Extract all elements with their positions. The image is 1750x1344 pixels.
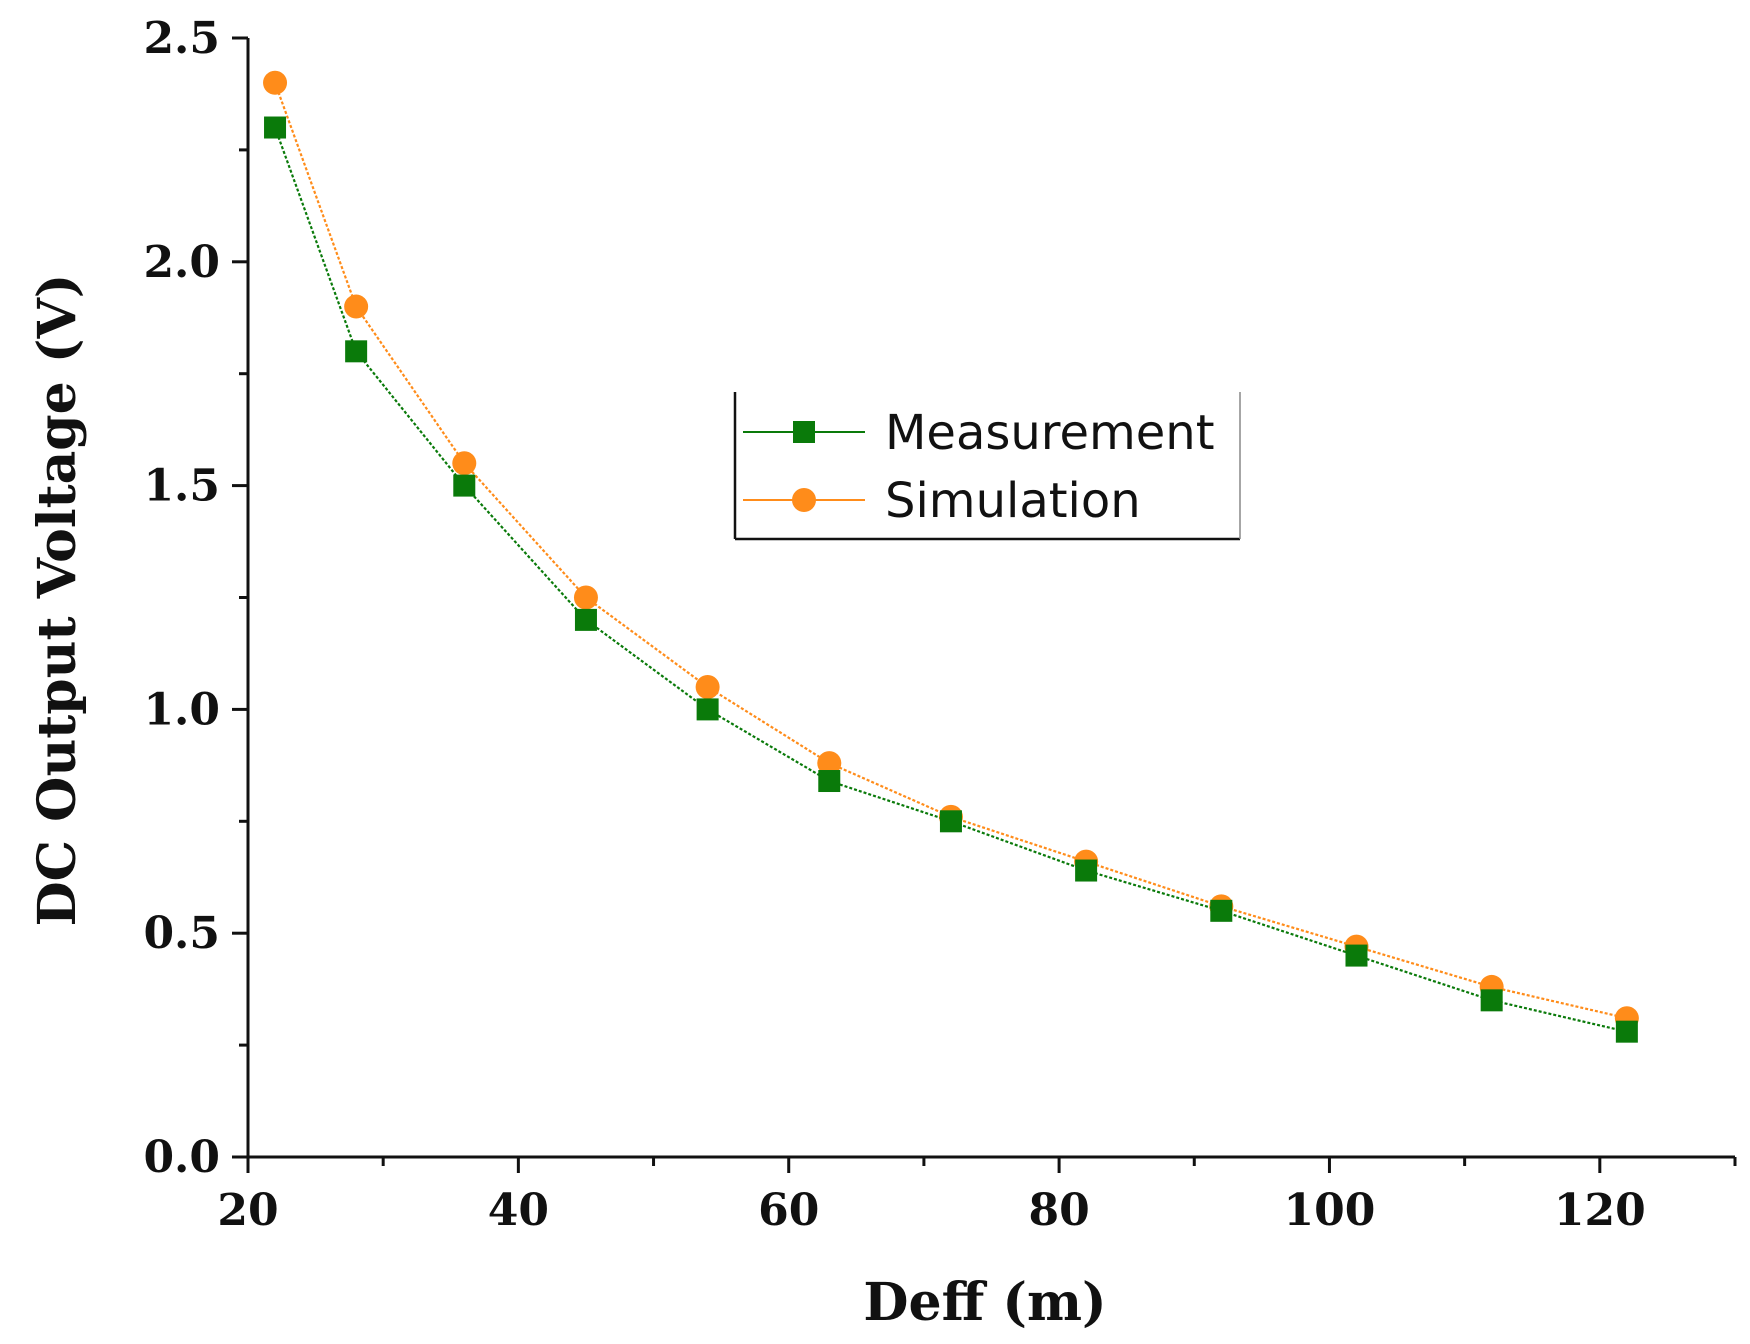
x-axis-title: Deff (m)	[863, 1272, 1106, 1333]
simulation-point	[344, 294, 369, 319]
x-tick-label: 100	[1284, 1185, 1376, 1236]
measurement-point	[574, 608, 597, 631]
measurement-point	[1615, 1020, 1638, 1043]
y-tick-label: 0.0	[143, 1132, 220, 1183]
legend-simulation-label: Simulation	[885, 473, 1141, 529]
legend-measurement-marker	[793, 421, 815, 443]
measurement-point	[1345, 944, 1368, 967]
simulation-series	[263, 70, 1639, 1031]
legend: Measurement Simulation	[733, 392, 1241, 541]
simulation-line	[273, 82, 1628, 1020]
measurement-point	[345, 340, 368, 363]
axes	[246, 38, 1735, 1159]
series	[263, 70, 1639, 1043]
x-tick-label: 40	[488, 1185, 549, 1236]
y-tick-label: 2.5	[143, 13, 220, 64]
simulation-point	[573, 585, 598, 610]
measurement-series	[264, 116, 1638, 1043]
simulation-point	[695, 675, 720, 700]
simulation-point	[817, 751, 842, 776]
y-tick-label: 0.5	[143, 908, 220, 959]
measurement-point	[818, 770, 841, 793]
legend-simulation-marker	[792, 488, 816, 512]
legend-measurement-label: Measurement	[885, 405, 1215, 461]
ticks: 20 40 60 80 100 120 0.0 0.5 1.0 1.5 2.0 2.5	[143, 13, 1737, 1236]
measurement-point	[453, 474, 476, 497]
y-axis-title: DC Output Voltage (V)	[27, 274, 88, 927]
measurement-point	[1210, 899, 1233, 922]
x-tick-label: 80	[1028, 1185, 1089, 1236]
measurement-point	[696, 698, 719, 721]
y-tick-label: 1.5	[143, 461, 220, 512]
y-tick-label: 2.0	[143, 237, 220, 288]
x-tick-label: 120	[1554, 1185, 1646, 1236]
measurement-point	[264, 116, 287, 139]
y-tick-label: 1.0	[143, 684, 220, 735]
x-tick-label: 60	[758, 1185, 819, 1236]
measurement-point	[939, 810, 962, 833]
measurement-line	[273, 127, 1628, 1033]
x-tick-label: 20	[217, 1185, 278, 1236]
measurement-point	[1075, 859, 1098, 882]
measurement-point	[1480, 989, 1503, 1012]
simulation-point	[452, 451, 477, 476]
simulation-point	[263, 70, 288, 95]
